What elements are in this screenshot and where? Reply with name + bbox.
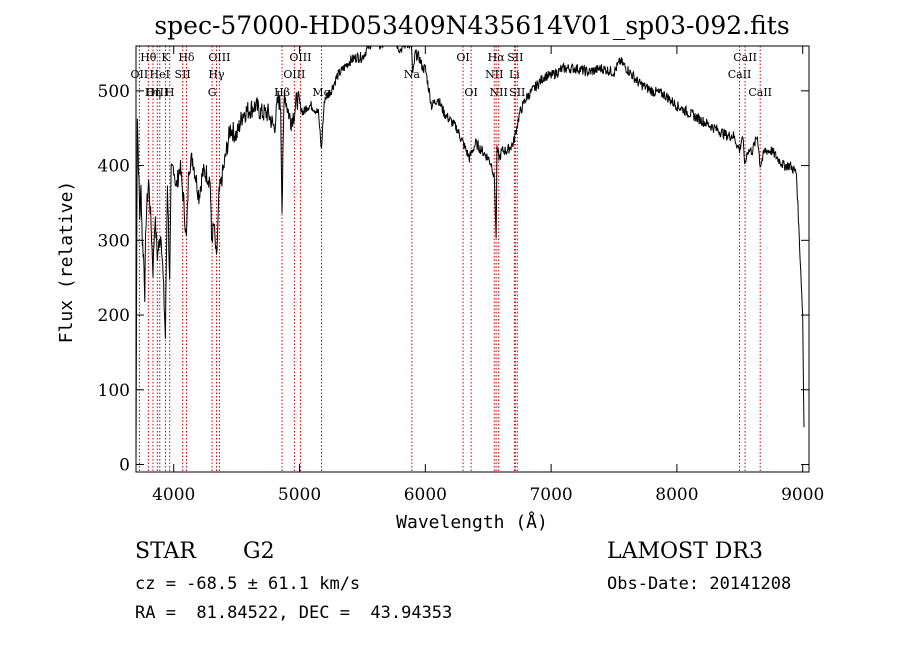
y-tick-label: 100 bbox=[98, 381, 130, 401]
redshift-text: cz = -68.5 ± 61.1 km/s bbox=[135, 574, 361, 594]
plot-frame bbox=[135, 45, 810, 473]
line-label: OI bbox=[456, 51, 469, 64]
line-label: Hθ bbox=[140, 51, 157, 64]
line-label: Hα bbox=[488, 51, 506, 64]
x-tick-label: 9000 bbox=[781, 485, 824, 505]
line-label: OIII bbox=[289, 51, 311, 64]
line-label: NII bbox=[490, 86, 508, 99]
line-label: OIII bbox=[283, 68, 305, 81]
line-label: OI bbox=[464, 86, 477, 99]
line-label: CaII bbox=[728, 68, 752, 81]
x-tick-label: 6000 bbox=[404, 485, 447, 505]
line-label: Li bbox=[509, 68, 520, 81]
object-subclass: G2 bbox=[243, 539, 275, 564]
line-label: OIII bbox=[208, 51, 230, 64]
line-label: Hη bbox=[145, 86, 161, 99]
x-tick-label: 8000 bbox=[655, 485, 698, 505]
line-label: Hγ bbox=[208, 68, 225, 81]
line-label: OIII bbox=[146, 86, 168, 99]
obs-date: Obs-Date: 20141208 bbox=[607, 574, 792, 594]
line-label: SII bbox=[175, 68, 191, 81]
y-axis-label: Flux (relative) bbox=[56, 181, 77, 344]
y-tick-label: 0 bbox=[119, 456, 130, 476]
line-label: K bbox=[161, 51, 170, 64]
chart-title: spec-57000-HD053409N435614V01_sp03-092.f… bbox=[154, 11, 789, 40]
line-label: NII bbox=[485, 68, 503, 81]
y-tick-label: 500 bbox=[98, 82, 130, 102]
line-label: H bbox=[165, 86, 175, 99]
y-tick-label: 200 bbox=[98, 306, 130, 326]
line-label: G bbox=[208, 86, 217, 99]
y-tick-label: 300 bbox=[98, 231, 130, 251]
line-label: Hβ bbox=[274, 86, 290, 99]
line-label: Na bbox=[404, 68, 421, 81]
y-tick-label: 400 bbox=[98, 157, 130, 177]
line-markers bbox=[138, 46, 761, 472]
x-tick-label: 4000 bbox=[152, 485, 195, 505]
object-class: STAR bbox=[135, 539, 196, 564]
survey-name: LAMOST DR3 bbox=[607, 539, 763, 564]
line-label: HeI bbox=[150, 68, 170, 81]
x-tick-label: 7000 bbox=[529, 485, 572, 505]
x-axis-label: Wavelength (Å) bbox=[396, 511, 548, 533]
line-label: Hδ bbox=[178, 51, 195, 64]
x-tick-label: 5000 bbox=[278, 485, 321, 505]
line-label: CaII bbox=[748, 86, 772, 99]
line-label: CaII bbox=[733, 51, 757, 64]
x-axis: 4000 5000 6000 7000 8000 9000 bbox=[152, 46, 824, 505]
y-axis: 0 100 200 300 400 500 bbox=[98, 82, 809, 476]
line-label: SII bbox=[509, 86, 525, 99]
line-label: OII bbox=[131, 68, 149, 81]
line-label: SII bbox=[507, 51, 523, 64]
coordinates: RA = 81.84522, DEC = 43.94353 bbox=[135, 603, 453, 623]
spectrum-line bbox=[135, 44, 805, 465]
